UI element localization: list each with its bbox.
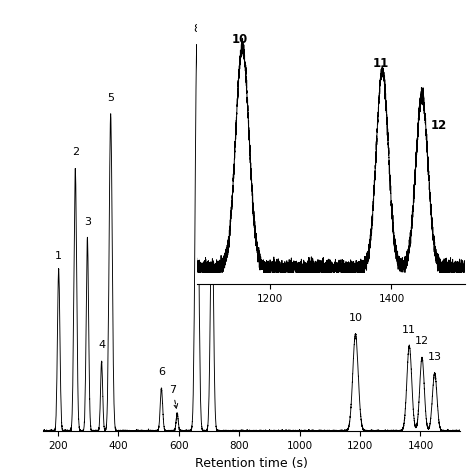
Text: 12: 12 (431, 119, 447, 132)
Text: 6: 6 (158, 367, 165, 377)
Text: 7: 7 (169, 385, 178, 408)
Text: 3: 3 (84, 217, 91, 227)
Text: 13: 13 (428, 352, 442, 362)
Text: 8: 8 (193, 24, 201, 34)
Text: 10: 10 (231, 33, 247, 46)
Text: 11: 11 (402, 325, 416, 335)
Text: 1: 1 (55, 251, 62, 261)
Text: 4: 4 (98, 340, 105, 350)
Text: 2: 2 (72, 147, 79, 157)
Text: 12: 12 (415, 337, 429, 346)
Text: 9: 9 (209, 178, 216, 188)
Text: 10: 10 (348, 313, 363, 323)
Text: 5: 5 (107, 93, 114, 103)
Text: 11: 11 (373, 57, 389, 70)
X-axis label: Retention time (s): Retention time (s) (195, 456, 308, 470)
